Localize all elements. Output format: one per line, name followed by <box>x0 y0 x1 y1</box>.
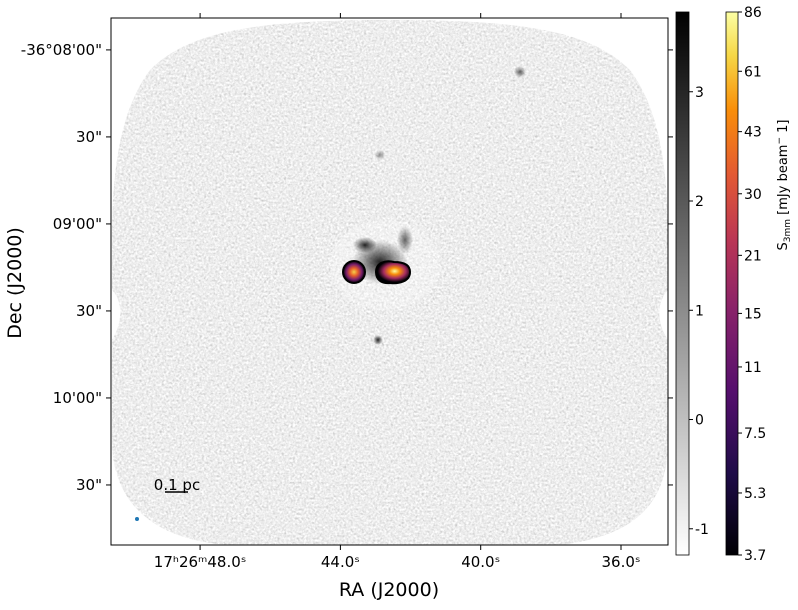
colorbar-tick-label: 7.5 <box>744 426 766 442</box>
colorbar-tick-label: 3.7 <box>744 548 766 564</box>
label-part: 1] <box>776 120 791 137</box>
colorbar-tick-label: 86 <box>744 5 762 21</box>
y-tick-label: -36°08'00" <box>21 41 102 59</box>
y-tick-label: 30" <box>76 302 102 320</box>
colorbar <box>725 11 739 556</box>
colorbar <box>675 11 690 556</box>
label-part: 3mm <box>783 219 793 242</box>
scale-bar-label: 0.1 pc <box>154 476 200 494</box>
y-axis-label: Dec (J2000) <box>4 227 26 339</box>
colorbar-tick-label: 5.3 <box>744 486 766 502</box>
colorbar-label: S3mm [mJy beam− 1] <box>775 120 793 251</box>
colorbar-tick-label: 3 <box>695 85 704 101</box>
y-tick-label: 30" <box>76 476 102 494</box>
y-tick-label: 09'00" <box>53 215 102 233</box>
x-tick-label: 44.0ˢ <box>321 553 360 571</box>
y-tick-label: 30" <box>76 128 102 146</box>
x-tick-label: 36.0ˢ <box>601 553 640 571</box>
label-part: − <box>775 137 785 145</box>
colorbar-tick-label: 61 <box>744 64 762 80</box>
x-tick-label: 40.0ˢ <box>461 553 500 571</box>
x-axis-label: RA (J2000) <box>339 579 439 601</box>
colorbar-tick-label: 1 <box>695 303 704 319</box>
colorbar-tick-label: 43 <box>744 125 762 141</box>
colorbar-tick-label: 21 <box>744 248 762 264</box>
colorbar-tick-label: 0 <box>695 413 704 429</box>
colorbar-tick-label: 15 <box>744 306 762 322</box>
sky-image <box>112 20 668 545</box>
colorbar-tick-label: 11 <box>744 360 762 376</box>
colorbar-tick-label: -1 <box>695 522 709 538</box>
label-part: [mJy beam <box>776 145 791 219</box>
colorbar-tick-label: 2 <box>695 194 704 210</box>
x-tick-label: 17ʰ26ᵐ48.0ˢ <box>154 553 247 571</box>
colorbar-tick-label: 30 <box>744 187 762 203</box>
beam <box>135 517 139 521</box>
axes-frame <box>110 17 669 546</box>
label-part: S <box>776 242 791 250</box>
y-tick-label: 10'00" <box>53 389 102 407</box>
